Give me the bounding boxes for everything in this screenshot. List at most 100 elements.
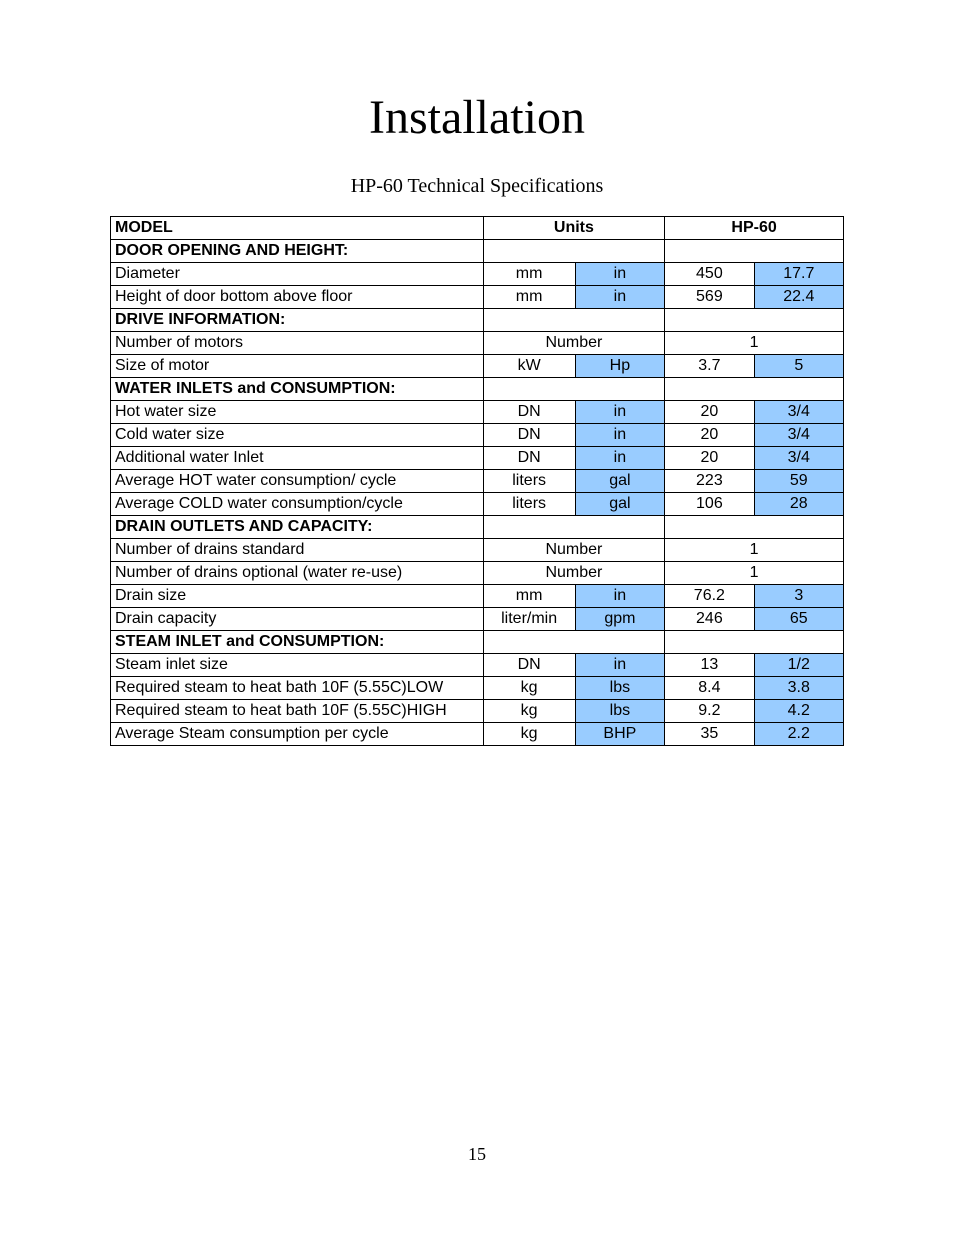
- section-header-row: DRAIN OUTLETS AND CAPACITY:: [111, 516, 844, 539]
- row-label: Required steam to heat bath 10F (5.55C)L…: [111, 677, 484, 700]
- row-label: Average COLD water consumption/cycle: [111, 493, 484, 516]
- row-unit-span: Number: [483, 539, 665, 562]
- row-label: Height of door bottom above floor: [111, 286, 484, 309]
- row-val2: 1/2: [754, 654, 843, 677]
- section-header-row: DOOR OPENING AND HEIGHT:: [111, 240, 844, 263]
- row-label: Cold water size: [111, 424, 484, 447]
- row-unit2: in: [575, 263, 665, 286]
- row-label: Drain capacity: [111, 608, 484, 631]
- table-row: Average COLD water consumption/cyclelite…: [111, 493, 844, 516]
- row-val2: 3.8: [754, 677, 843, 700]
- row-label: Average HOT water consumption/ cycle: [111, 470, 484, 493]
- row-val2: 17.7: [754, 263, 843, 286]
- table-row: Cold water sizeDNin203/4: [111, 424, 844, 447]
- section-title: STEAM INLET and CONSUMPTION:: [111, 631, 484, 654]
- row-val1: 13: [665, 654, 754, 677]
- row-label: Diameter: [111, 263, 484, 286]
- row-unit2: Hp: [575, 355, 665, 378]
- section-empty-values: [665, 309, 844, 332]
- section-empty-values: [665, 516, 844, 539]
- section-header-row: STEAM INLET and CONSUMPTION:: [111, 631, 844, 654]
- row-unit2: gal: [575, 470, 665, 493]
- row-val1: 76.2: [665, 585, 754, 608]
- row-label: Required steam to heat bath 10F (5.55C)H…: [111, 700, 484, 723]
- row-val2: 28: [754, 493, 843, 516]
- table-row: Number of motorsNumber1: [111, 332, 844, 355]
- table-row: Size of motorkWHp3.75: [111, 355, 844, 378]
- page-title: Installation: [110, 90, 844, 145]
- row-unit1: DN: [483, 401, 575, 424]
- section-empty-units: [483, 378, 665, 401]
- row-val-span: 1: [665, 562, 844, 585]
- row-label: Number of drains optional (water re-use): [111, 562, 484, 585]
- table-row: Required steam to heat bath 10F (5.55C)L…: [111, 677, 844, 700]
- row-unit2: gpm: [575, 608, 665, 631]
- section-header-row: DRIVE INFORMATION:: [111, 309, 844, 332]
- row-val1: 246: [665, 608, 754, 631]
- table-row: Average Steam consumption per cyclekgBHP…: [111, 723, 844, 746]
- row-val1: 20: [665, 447, 754, 470]
- header-units: Units: [483, 217, 665, 240]
- row-val2: 3: [754, 585, 843, 608]
- section-empty-values: [665, 378, 844, 401]
- row-unit2: in: [575, 286, 665, 309]
- table-row: Diametermmin45017.7: [111, 263, 844, 286]
- row-val2: 3/4: [754, 447, 843, 470]
- row-unit1: DN: [483, 447, 575, 470]
- row-label: Number of drains standard: [111, 539, 484, 562]
- table-row: Additional water InletDNin203/4: [111, 447, 844, 470]
- row-unit2: BHP: [575, 723, 665, 746]
- row-val1: 20: [665, 424, 754, 447]
- row-val1: 9.2: [665, 700, 754, 723]
- row-label: Additional water Inlet: [111, 447, 484, 470]
- row-unit1: liters: [483, 493, 575, 516]
- row-label: Number of motors: [111, 332, 484, 355]
- section-header-row: WATER INLETS and CONSUMPTION:: [111, 378, 844, 401]
- row-unit2: in: [575, 654, 665, 677]
- row-label: Steam inlet size: [111, 654, 484, 677]
- row-label: Drain size: [111, 585, 484, 608]
- row-unit1: mm: [483, 585, 575, 608]
- page: Installation HP-60 Technical Specificati…: [0, 0, 954, 1235]
- table-row: Drain sizemmin76.23: [111, 585, 844, 608]
- section-title: DOOR OPENING AND HEIGHT:: [111, 240, 484, 263]
- row-unit2: gal: [575, 493, 665, 516]
- table-row: Number of drains standardNumber1: [111, 539, 844, 562]
- section-empty-values: [665, 240, 844, 263]
- section-empty-units: [483, 309, 665, 332]
- row-unit2: in: [575, 424, 665, 447]
- row-val2: 3/4: [754, 424, 843, 447]
- header-model: MODEL: [111, 217, 484, 240]
- table-row: Drain capacityliter/mingpm24665: [111, 608, 844, 631]
- row-unit1: liters: [483, 470, 575, 493]
- row-val-span: 1: [665, 539, 844, 562]
- page-number: 15: [0, 1144, 954, 1165]
- row-unit1: liter/min: [483, 608, 575, 631]
- row-unit2: in: [575, 401, 665, 424]
- row-label: Average Steam consumption per cycle: [111, 723, 484, 746]
- table-row: Hot water sizeDNin203/4: [111, 401, 844, 424]
- table-header-row: MODELUnitsHP-60: [111, 217, 844, 240]
- row-unit2: lbs: [575, 700, 665, 723]
- section-title: WATER INLETS and CONSUMPTION:: [111, 378, 484, 401]
- row-unit1: kg: [483, 723, 575, 746]
- row-val2: 5: [754, 355, 843, 378]
- row-val1: 8.4: [665, 677, 754, 700]
- page-subtitle: HP-60 Technical Specifications: [110, 175, 844, 198]
- row-val-span: 1: [665, 332, 844, 355]
- row-unit1: mm: [483, 263, 575, 286]
- table-row: Number of drains optional (water re-use)…: [111, 562, 844, 585]
- table-row: Average HOT water consumption/ cyclelite…: [111, 470, 844, 493]
- table-row: Required steam to heat bath 10F (5.55C)H…: [111, 700, 844, 723]
- row-val2: 59: [754, 470, 843, 493]
- row-unit-span: Number: [483, 562, 665, 585]
- row-val1: 35: [665, 723, 754, 746]
- row-val1: 569: [665, 286, 754, 309]
- section-title: DRIVE INFORMATION:: [111, 309, 484, 332]
- row-val1: 106: [665, 493, 754, 516]
- row-val1: 3.7: [665, 355, 754, 378]
- row-unit2: lbs: [575, 677, 665, 700]
- row-val2: 65: [754, 608, 843, 631]
- table-row: Steam inlet sizeDNin131/2: [111, 654, 844, 677]
- row-unit1: kW: [483, 355, 575, 378]
